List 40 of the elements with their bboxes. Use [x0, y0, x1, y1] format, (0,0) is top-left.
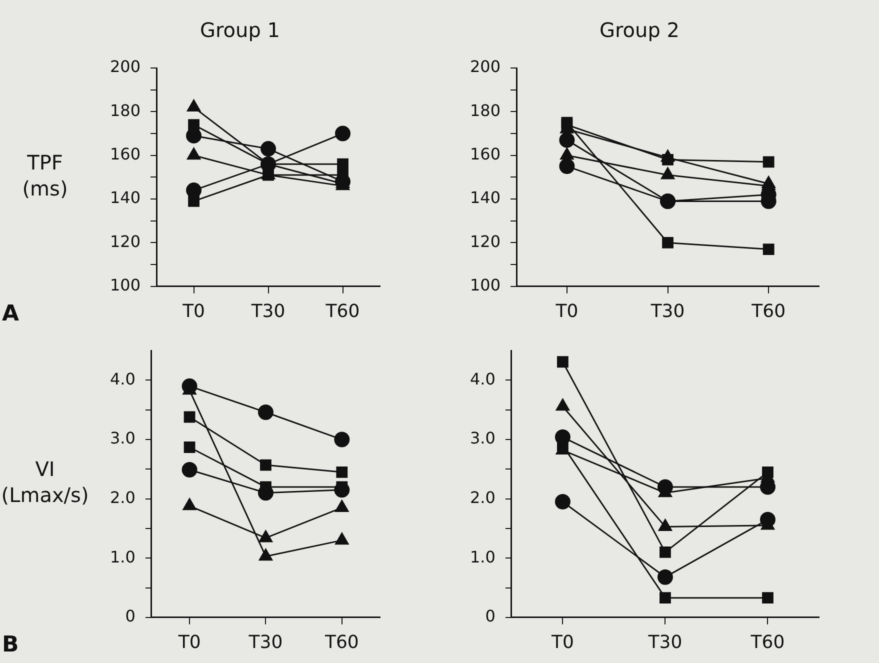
- y-tick-label: 1.0: [110, 547, 136, 566]
- y-tick-label: 180: [110, 100, 141, 120]
- x-tick-label: T0: [554, 300, 578, 322]
- x-tick-label: T0: [177, 632, 201, 653]
- y-tick-label: 4.0: [470, 369, 496, 388]
- y-tick-label: 180: [470, 100, 501, 120]
- y-tick-label: 0: [125, 606, 136, 626]
- y-tick-label: 100: [470, 276, 501, 295]
- y-tick-label: 100: [110, 276, 141, 295]
- x-tick-label: T60: [324, 632, 359, 653]
- y-tick-label: 0: [485, 606, 496, 626]
- chart-title: Group 1: [200, 18, 280, 42]
- y-tick-label: 3.0: [470, 428, 496, 448]
- y-axis-title: VI (Lmax/s): [1, 457, 89, 508]
- y-tick-label: 120: [110, 232, 141, 251]
- x-tick-label: T30: [647, 632, 682, 653]
- x-tick-label: T30: [248, 632, 283, 653]
- x-tick-label: T60: [750, 300, 786, 322]
- x-tick-label: T0: [182, 300, 206, 322]
- y-axis-title: TPF (ms): [22, 150, 68, 200]
- y-tick-label: 2.0: [470, 488, 496, 507]
- x-tick-label: T60: [324, 300, 360, 322]
- text: B: [2, 632, 19, 658]
- x-tick-label: T30: [650, 300, 685, 322]
- y-tick-label: 2.0: [110, 488, 136, 507]
- chart-title: Group 2: [600, 18, 680, 42]
- y-tick-label: 4.0: [110, 369, 136, 388]
- y-tick-label: 120: [470, 232, 501, 251]
- x-tick-label: T60: [750, 632, 785, 653]
- y-tick-label: 160: [470, 144, 501, 164]
- x-tick-label: T30: [250, 300, 286, 322]
- y-tick-label: 140: [110, 188, 141, 208]
- y-tick-label: 200: [470, 57, 501, 76]
- text: A: [2, 302, 20, 327]
- y-tick-label: 3.0: [110, 428, 136, 448]
- y-tick-label: 200: [110, 57, 141, 76]
- y-tick-label: 1.0: [470, 547, 496, 566]
- y-tick-label: 160: [110, 144, 141, 164]
- y-tick-label: 140: [470, 188, 501, 208]
- x-tick-label: T0: [550, 632, 574, 653]
